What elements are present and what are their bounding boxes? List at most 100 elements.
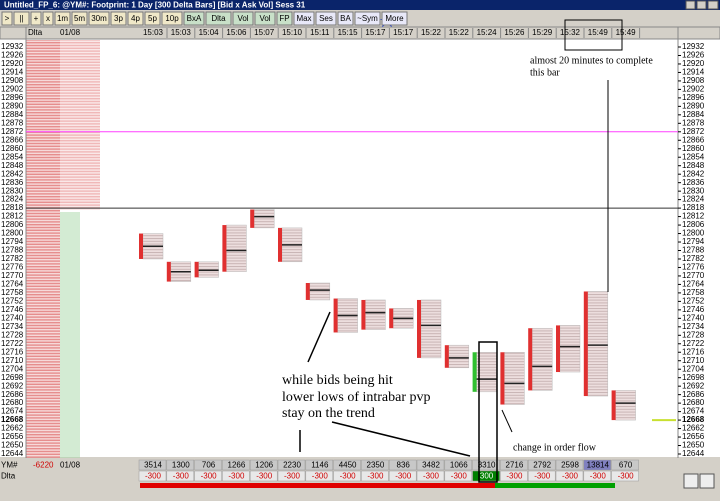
volume-value: 1206 xyxy=(255,461,273,470)
toolbar-label[interactable]: Max xyxy=(296,14,311,23)
session-profile xyxy=(60,40,100,210)
toolbar-label[interactable]: More xyxy=(385,14,404,23)
volume-value: 706 xyxy=(202,461,216,470)
toolbar-button[interactable] xyxy=(232,11,254,26)
y-tick-label: 12788 xyxy=(682,246,705,255)
toolbar-button[interactable] xyxy=(54,11,71,26)
toolbar-label[interactable]: FP xyxy=(279,14,289,23)
y-tick-label: 12722 xyxy=(1,339,24,348)
toolbar-label[interactable]: 30m xyxy=(91,14,107,23)
annotations: almost 20 minutes to complete this bar w… xyxy=(282,19,653,483)
volume-cell xyxy=(388,459,417,471)
toolbar-label[interactable]: > xyxy=(5,14,10,23)
y-tick-label: 12854 xyxy=(1,152,24,161)
delta-value: -300 xyxy=(284,472,301,481)
y-tick-label: 12728 xyxy=(682,330,705,339)
y-tick-label: 12740 xyxy=(1,313,24,322)
toolbar-button[interactable] xyxy=(183,11,205,26)
toolbar-label[interactable]: || xyxy=(19,14,23,23)
volume-value: 1146 xyxy=(311,461,329,470)
toolbar-button[interactable] xyxy=(42,11,54,26)
y-tick-label: 12824 xyxy=(1,195,24,204)
delta-cell xyxy=(527,470,556,482)
refresh-button[interactable] xyxy=(683,473,699,489)
toolbar-label[interactable]: Ses xyxy=(319,14,333,23)
y-tick-label: 12716 xyxy=(682,347,705,356)
footprint-bar xyxy=(448,344,470,369)
volume-cell xyxy=(305,459,334,471)
toolbar-label[interactable]: 10p xyxy=(165,14,179,23)
footprint-bar xyxy=(420,299,442,359)
volume-cell xyxy=(333,459,361,471)
volume-cell xyxy=(555,459,584,471)
session-profile xyxy=(26,40,60,458)
y-tick-label: 12680 xyxy=(682,398,705,407)
close-button[interactable] xyxy=(707,0,719,10)
bid-strip xyxy=(194,261,199,278)
add-button[interactable] xyxy=(699,473,715,489)
delta-cell xyxy=(416,470,445,482)
toolbar-label[interactable]: BxA xyxy=(187,14,202,23)
toolbar-button[interactable] xyxy=(276,11,293,26)
toolbar-button[interactable] xyxy=(13,11,30,26)
toolbar-label[interactable]: 5m xyxy=(74,14,85,23)
delta-cell xyxy=(555,470,584,482)
y-tick-label: 12836 xyxy=(682,178,705,187)
volume-cell xyxy=(527,459,556,471)
maximize-button[interactable] xyxy=(696,0,707,10)
y-tick-label: 12800 xyxy=(682,229,705,238)
bid-strip xyxy=(139,233,143,259)
y-tick-label: 12848 xyxy=(682,161,705,170)
toolbar-label[interactable]: Vol xyxy=(259,14,270,23)
toolbar-button[interactable] xyxy=(127,11,144,26)
toolbar-label[interactable]: 3p xyxy=(114,14,123,23)
toolbar-label[interactable]: 1m xyxy=(57,14,68,23)
footprint-bar xyxy=(587,291,609,397)
toolbar-button[interactable] xyxy=(293,11,315,26)
volume-cell xyxy=(500,459,528,471)
highlight-box xyxy=(478,341,498,483)
delta-value: 300 xyxy=(480,472,494,481)
volume-value: 2716 xyxy=(506,461,524,470)
toolbar-button[interactable] xyxy=(144,11,161,26)
volume-cell xyxy=(416,459,445,471)
toolbar-label[interactable]: Vol xyxy=(237,14,248,23)
y-tick-label: 12782 xyxy=(682,254,705,263)
y-tick-label: 12908 xyxy=(682,76,705,85)
header-row xyxy=(0,26,720,40)
toolbar-button[interactable] xyxy=(30,11,42,26)
delta-value: -300 xyxy=(145,472,162,481)
toolbar-label[interactable]: 4p xyxy=(131,14,140,23)
toolbar-label[interactable]: BA xyxy=(340,14,351,23)
toolbar-button[interactable] xyxy=(254,11,276,26)
toolbar-label[interactable]: 5p xyxy=(148,14,157,23)
toolbar-button[interactable] xyxy=(88,11,110,26)
toolbar-button[interactable] xyxy=(110,11,127,26)
y-tick-label: 12902 xyxy=(1,85,24,94)
y-tick-label: 12650 xyxy=(682,441,705,450)
y-tick-label: 12830 xyxy=(1,186,24,195)
y-tick-label: 12800 xyxy=(1,229,24,238)
y-tick-label: 12878 xyxy=(1,118,24,127)
toolbar-button[interactable] xyxy=(381,11,408,26)
toolbar-button[interactable] xyxy=(337,11,354,26)
toolbar-label[interactable]: x xyxy=(46,14,50,23)
y-tick-label: 12872 xyxy=(682,127,705,136)
volume-value: 2230 xyxy=(283,461,301,470)
bid-strip xyxy=(278,227,282,262)
toolbar-button[interactable] xyxy=(315,11,337,26)
x-tick-label: 15:17 xyxy=(365,28,386,37)
toolbar-button[interactable] xyxy=(161,11,183,26)
y-tick-label: 12710 xyxy=(682,356,705,365)
toolbar-label[interactable]: ~Sym xyxy=(357,14,378,23)
y-tick-label: 12698 xyxy=(1,373,24,382)
toolbar-label[interactable]: + xyxy=(34,14,39,23)
toolbar-button[interactable] xyxy=(354,11,381,26)
minimize-button[interactable] xyxy=(685,0,696,10)
delta-value: -300 xyxy=(451,472,468,481)
toolbar-button[interactable] xyxy=(71,11,88,26)
toolbar-button[interactable] xyxy=(1,11,13,26)
toolbar-label[interactable]: Dlta xyxy=(211,14,226,23)
bid-strip xyxy=(528,328,533,391)
toolbar-button[interactable] xyxy=(205,11,232,26)
